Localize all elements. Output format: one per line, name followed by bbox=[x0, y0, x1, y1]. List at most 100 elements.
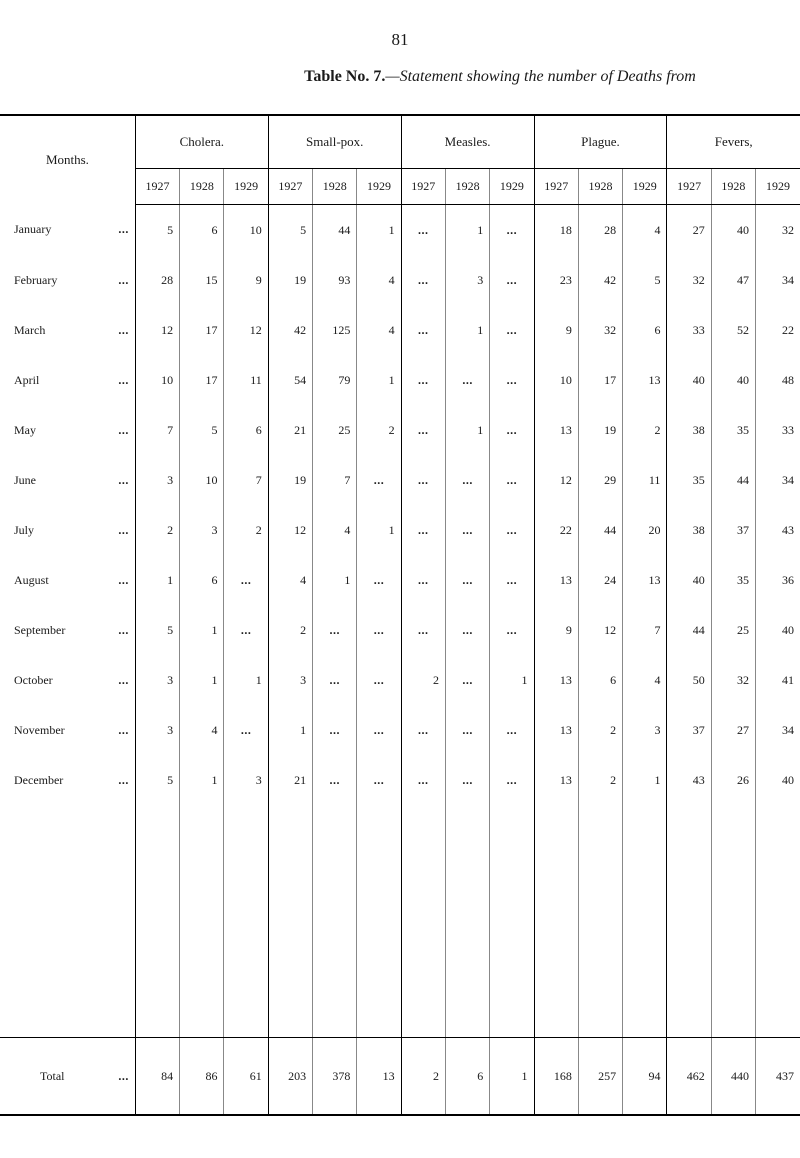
data-cell: 4 bbox=[313, 505, 357, 555]
months-header: Months. bbox=[0, 115, 135, 205]
leader-dots: ... bbox=[118, 1069, 133, 1084]
data-cell: 4 bbox=[623, 655, 667, 705]
data-cell: ... bbox=[401, 555, 445, 605]
month-cell: March... bbox=[0, 305, 135, 355]
leader-dots: ... bbox=[118, 423, 133, 438]
data-cell: 13 bbox=[534, 555, 578, 605]
data-cell: 5 bbox=[135, 605, 179, 655]
data-cell: 12 bbox=[268, 505, 312, 555]
data-cell: ... bbox=[490, 505, 534, 555]
data-cell: 94 bbox=[623, 1038, 667, 1116]
data-cell: 4 bbox=[623, 205, 667, 256]
spacer-row bbox=[0, 805, 800, 1038]
table-row: January...56105441...1...18284274032 bbox=[0, 205, 800, 256]
data-cell: ... bbox=[401, 455, 445, 505]
data-cell: 32 bbox=[667, 255, 711, 305]
data-cell: 13 bbox=[534, 405, 578, 455]
data-cell: 11 bbox=[224, 355, 268, 405]
data-cell: 32 bbox=[756, 205, 800, 256]
data-cell: ... bbox=[357, 755, 401, 805]
table-body: January...56105441...1...18284274032Febr… bbox=[0, 205, 800, 1116]
data-cell: 61 bbox=[224, 1038, 268, 1116]
data-cell: 18 bbox=[534, 205, 578, 256]
data-cell: 40 bbox=[711, 205, 755, 256]
spacer-cell bbox=[623, 805, 667, 1038]
data-cell: 9 bbox=[224, 255, 268, 305]
group-header-row: Months. Cholera. Small-pox. Measles. Pla… bbox=[0, 115, 800, 169]
data-cell: 9 bbox=[534, 605, 578, 655]
month-cell: June... bbox=[0, 455, 135, 505]
data-cell: ... bbox=[313, 755, 357, 805]
month-cell: November... bbox=[0, 705, 135, 755]
data-cell: 10 bbox=[135, 355, 179, 405]
spacer-cell bbox=[0, 805, 135, 1038]
month-label: November bbox=[14, 723, 65, 737]
month-label: April bbox=[14, 373, 39, 387]
total-label-cell: Total... bbox=[0, 1038, 135, 1116]
data-cell: 40 bbox=[667, 355, 711, 405]
data-cell: 13 bbox=[534, 655, 578, 705]
table-head: Months. Cholera. Small-pox. Measles. Pla… bbox=[0, 115, 800, 205]
data-cell: 2 bbox=[357, 405, 401, 455]
data-cell: 1 bbox=[180, 755, 224, 805]
month-label: March bbox=[14, 323, 45, 337]
year-header: 1929 bbox=[357, 169, 401, 205]
data-cell: 3 bbox=[135, 455, 179, 505]
data-cell: 19 bbox=[268, 255, 312, 305]
data-cell: 22 bbox=[756, 305, 800, 355]
data-cell: ... bbox=[313, 605, 357, 655]
data-cell: 7 bbox=[623, 605, 667, 655]
data-cell: ... bbox=[401, 205, 445, 256]
month-cell: May... bbox=[0, 405, 135, 455]
data-cell: 1 bbox=[180, 605, 224, 655]
data-cell: 43 bbox=[756, 505, 800, 555]
leader-dots: ... bbox=[118, 373, 133, 388]
group-cholera: Cholera. bbox=[135, 115, 268, 169]
data-cell: 19 bbox=[268, 455, 312, 505]
data-cell: 7 bbox=[313, 455, 357, 505]
data-cell: 10 bbox=[224, 205, 268, 256]
data-cell: 28 bbox=[135, 255, 179, 305]
spacer-cell bbox=[445, 805, 489, 1038]
data-cell: 3 bbox=[445, 255, 489, 305]
data-table: Months. Cholera. Small-pox. Measles. Pla… bbox=[0, 114, 800, 1116]
data-cell: 462 bbox=[667, 1038, 711, 1116]
year-header: 1929 bbox=[756, 169, 800, 205]
spacer-cell bbox=[401, 805, 445, 1038]
data-cell: 28 bbox=[578, 205, 622, 256]
data-cell: 40 bbox=[756, 755, 800, 805]
data-cell: 19 bbox=[578, 405, 622, 455]
data-cell: ... bbox=[445, 655, 489, 705]
data-cell: ... bbox=[490, 405, 534, 455]
data-cell: 44 bbox=[711, 455, 755, 505]
data-cell: 27 bbox=[667, 205, 711, 256]
data-cell: 12 bbox=[578, 605, 622, 655]
data-cell: ... bbox=[224, 555, 268, 605]
year-header: 1929 bbox=[623, 169, 667, 205]
data-cell: ... bbox=[445, 455, 489, 505]
data-cell: ... bbox=[445, 555, 489, 605]
data-cell: ... bbox=[401, 355, 445, 405]
spacer-cell bbox=[756, 805, 800, 1038]
month-label: October bbox=[14, 673, 53, 687]
data-cell: 27 bbox=[711, 705, 755, 755]
year-header: 1929 bbox=[224, 169, 268, 205]
data-cell: 41 bbox=[756, 655, 800, 705]
data-cell: ... bbox=[401, 255, 445, 305]
data-cell: 44 bbox=[578, 505, 622, 555]
data-cell: 93 bbox=[313, 255, 357, 305]
group-fevers: Fevers, bbox=[667, 115, 800, 169]
leader-dots: ... bbox=[118, 273, 133, 288]
data-cell: 21 bbox=[268, 405, 312, 455]
data-cell: 25 bbox=[313, 405, 357, 455]
year-header: 1927 bbox=[268, 169, 312, 205]
data-cell: 6 bbox=[578, 655, 622, 705]
table-row: September...51...2...............9127442… bbox=[0, 605, 800, 655]
data-cell: 5 bbox=[180, 405, 224, 455]
data-cell: 1 bbox=[490, 655, 534, 705]
data-cell: 1 bbox=[357, 505, 401, 555]
data-cell: 2 bbox=[578, 755, 622, 805]
data-cell: 1 bbox=[623, 755, 667, 805]
data-cell: 5 bbox=[135, 205, 179, 256]
leader-dots: ... bbox=[118, 473, 133, 488]
